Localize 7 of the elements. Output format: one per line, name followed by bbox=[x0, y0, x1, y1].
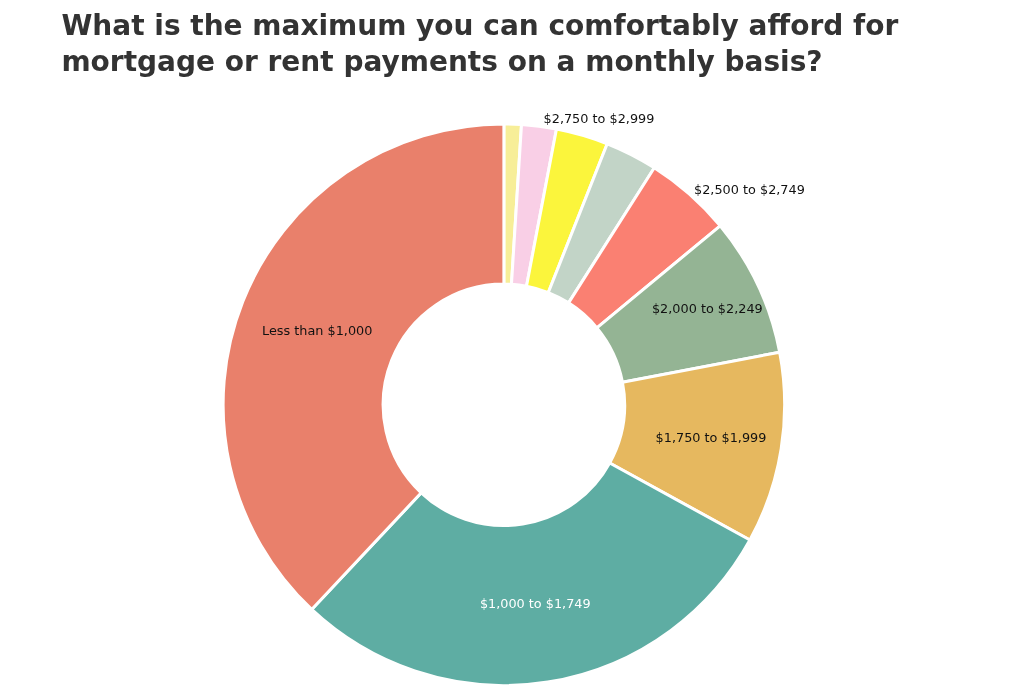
slice-label: Less than $1,000 bbox=[262, 323, 373, 339]
slice-label: $2,500 to $2,749 bbox=[694, 182, 805, 198]
chart-title: What is the maximum you can comfortably afford for mortgage or rent payments on a monthly basis? bbox=[61, 8, 899, 78]
slice-label: $2,750 to $2,999 bbox=[543, 111, 655, 127]
slice-label: $1,000 to $1,749 bbox=[479, 595, 591, 611]
slice-label: $1,750 to $1,999 bbox=[655, 430, 767, 446]
slice-label: $2,000 to $2,249 bbox=[651, 301, 763, 317]
